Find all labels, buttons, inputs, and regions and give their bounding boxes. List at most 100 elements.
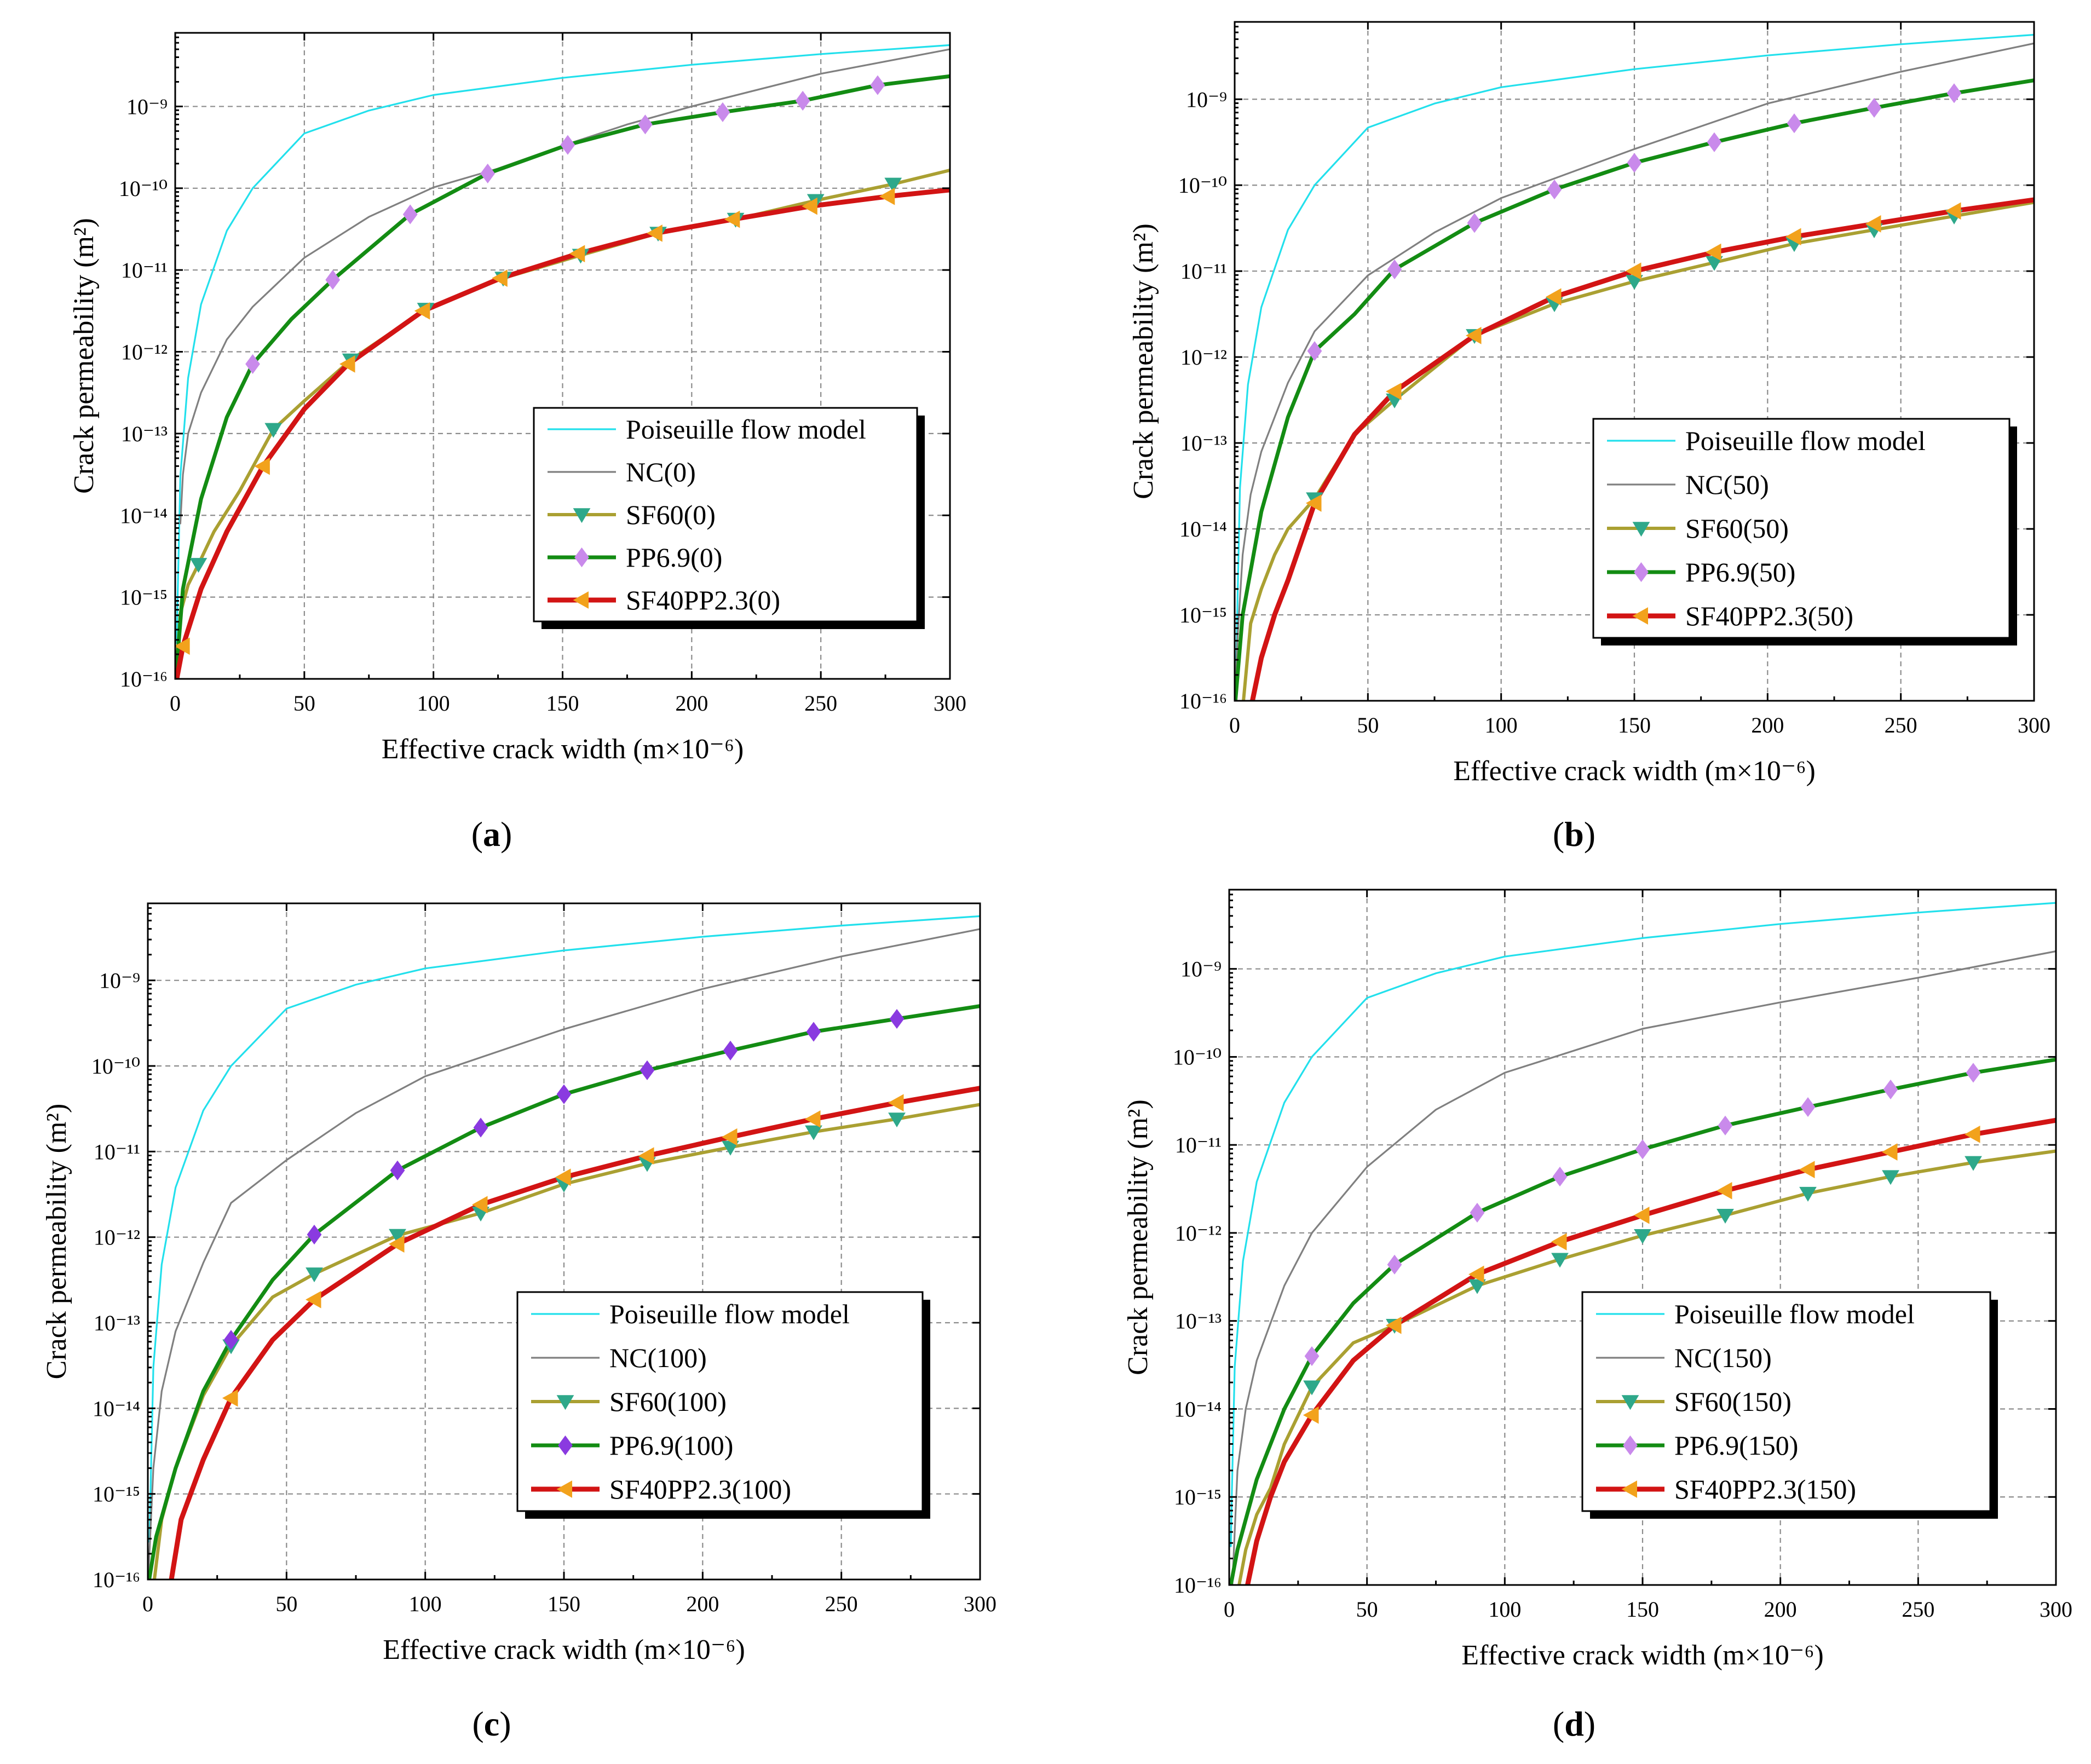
y-tick-label: 10⁻¹²: [94, 1225, 140, 1250]
marker-sf40pp23: [1705, 243, 1721, 261]
marker-sf40pp23: [1865, 215, 1881, 233]
x-axis: 0 50 100 150 200 250 300: [142, 903, 996, 1616]
marker-pp69: [1946, 83, 1962, 103]
chart-panel-b: 0 50 100 150 200 250 30010⁻¹⁶10⁻¹⁵10⁻¹⁴10⁻¹³10…: [1128, 21, 2050, 854]
legend-marker-pp69: [1623, 1435, 1638, 1456]
marker-pp69: [640, 1060, 655, 1080]
legend-marker-sf40pp23: [556, 1480, 572, 1498]
marker-sf40pp23: [569, 245, 585, 263]
panel-label: (b): [1553, 815, 1595, 854]
series-line-sf60: [1242, 200, 2034, 701]
x-tick-label: 100: [417, 691, 450, 716]
y-tick-label: 10⁻⁹: [99, 969, 140, 993]
marker-pp69: [1467, 213, 1482, 233]
x-tick-label: 50: [1356, 1597, 1378, 1622]
marker-sf40pp23: [1799, 1161, 1815, 1179]
x-tick-label: 200: [1751, 713, 1784, 737]
marker-pp69: [1787, 113, 1802, 134]
panel-label-letter: d: [1564, 1704, 1584, 1743]
series-line-nc: [1235, 42, 2034, 701]
marker-sf40pp23: [388, 1235, 405, 1253]
legend-box: [1592, 418, 2011, 639]
marker-sf40pp23: [1633, 1206, 1650, 1224]
x-axis: 0 50 100 150 200 250 300: [170, 33, 966, 716]
x-axis-title: Effective crack width (m×10⁻⁶): [383, 1634, 745, 1665]
marker-sf60: [888, 1112, 906, 1128]
panel-label-letter: a: [483, 815, 500, 854]
y-tick-label: 10⁻¹¹: [1180, 259, 1227, 284]
x-tick-label: 50: [1357, 713, 1379, 737]
panel-label-close: ): [1584, 1704, 1595, 1743]
legend-label-poiseuille: Poiseuille flow model: [1685, 425, 1926, 456]
y-tick-label: 10⁻¹⁶: [93, 1567, 140, 1592]
marker-sf40pp23: [254, 457, 270, 475]
legend-marker-sf60: [556, 1395, 574, 1410]
series-markers: [1305, 83, 1963, 512]
y-axis: 10⁻¹⁶ 10⁻¹⁵ 10⁻¹⁴ 10⁻¹³ 10⁻¹² 10⁻¹¹ 10⁻¹⁰ 10⁻⁹: [91, 907, 980, 1592]
x-tick-label: 0: [1229, 713, 1240, 737]
legend-label-sf60: SF60(50): [1685, 513, 1789, 544]
legend-label-pp69: PP6.9(150): [1674, 1430, 1798, 1461]
y-tick-label: 10⁻¹⁵: [120, 585, 168, 610]
marker-pp69: [1966, 1063, 1981, 1083]
marker-sf40pp23: [555, 1168, 571, 1186]
x-tick-label: 100: [1485, 713, 1518, 737]
marker-pp69: [223, 1330, 239, 1350]
marker-sf40pp23: [802, 197, 817, 215]
y-tick-label: 10⁻¹⁴: [93, 1396, 140, 1421]
series-markers: [222, 1008, 906, 1407]
x-tick-label: 300: [964, 1592, 996, 1616]
y-tick-label: 10⁻⁹: [126, 94, 168, 119]
panel-label: (c): [472, 1704, 511, 1743]
marker-sf40pp23: [1716, 1181, 1732, 1200]
y-tick-label: 10⁻¹²: [121, 340, 168, 365]
y-tick-label: 10⁻¹⁰: [91, 1054, 140, 1079]
y-tick-label: 10⁻¹⁶: [1174, 1573, 1222, 1598]
x-axis-title: Effective crack width (m×10⁻⁶): [1461, 1640, 1824, 1671]
y-tick-label: 10⁻¹¹: [1175, 1133, 1222, 1157]
y-tick-label: 10⁻¹⁵: [93, 1482, 140, 1507]
series-line-poiseuille: [1235, 33, 2034, 664]
legend: Poiseuille flow model NC(50) SF60(50) PP6.9…: [1592, 418, 2017, 645]
marker-pp69: [889, 1008, 905, 1029]
marker-sf40pp23: [492, 269, 508, 287]
y-tick-label: 10⁻¹²: [1175, 1221, 1222, 1246]
legend-label-sf60: SF60(0): [626, 499, 716, 530]
panel-label: (a): [471, 815, 512, 854]
marker-sf40pp23: [1465, 327, 1482, 344]
y-axis-title: Crack permeability (m²): [1122, 1099, 1154, 1375]
marker-sf60: [389, 1229, 406, 1244]
y-tick-label: 10⁻¹⁰: [1178, 173, 1227, 198]
marker-sf40pp23: [339, 355, 355, 373]
x-tick-label: 200: [1764, 1597, 1797, 1622]
y-tick-label: 10⁻¹⁴: [1179, 517, 1227, 541]
series-line-poiseuille: [1230, 902, 2056, 1547]
x-tick-label: 150: [546, 691, 579, 716]
marker-pp69: [325, 269, 341, 290]
y-tick-label: 10⁻¹⁴: [120, 503, 168, 528]
x-axis-title: Effective crack width (m×10⁻⁶): [1453, 756, 1816, 787]
series-line-nc: [1231, 950, 2056, 1585]
marker-sf40pp23: [1785, 228, 1801, 246]
marker-sf40pp23: [1551, 1233, 1567, 1250]
y-tick-label: 10⁻¹⁵: [1174, 1485, 1222, 1509]
legend-label-sf40pp23: SF40PP2.3(0): [626, 585, 780, 615]
legend-marker-sf40pp23: [1621, 1480, 1637, 1498]
marker-sf40pp23: [222, 1389, 238, 1407]
marker-sf60: [306, 1267, 323, 1283]
marker-pp69: [390, 1160, 405, 1180]
x-tick-label: 0: [170, 691, 181, 716]
y-tick-label: 10⁻¹¹: [121, 258, 168, 283]
panel-label-letter: b: [1564, 815, 1584, 854]
marker-pp69: [806, 1022, 821, 1042]
y-tick-label: 10⁻¹¹: [94, 1139, 140, 1164]
y-tick-label: 10⁻⁹: [1186, 87, 1227, 112]
legend-label-poiseuille: Poiseuille flow model: [609, 1299, 850, 1329]
marker-sf40pp23: [721, 1128, 738, 1146]
marker-pp69: [1387, 259, 1402, 280]
legend-label-sf60: SF60(150): [1674, 1386, 1792, 1417]
marker-sf40pp23: [1545, 288, 1562, 306]
series-line-nc: [148, 928, 980, 1579]
marker-pp69: [715, 102, 730, 122]
x-tick-label: 0: [142, 1592, 153, 1616]
